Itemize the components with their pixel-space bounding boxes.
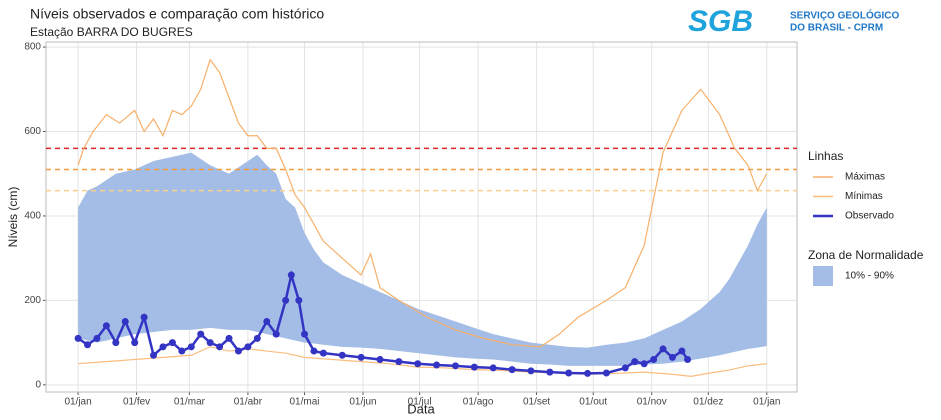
x-axis-label: Data xyxy=(407,401,435,416)
legend-label: 10% - 90% xyxy=(845,271,894,282)
x-tick-label: 01/mai xyxy=(290,397,320,408)
point xyxy=(546,368,554,376)
point xyxy=(102,322,110,330)
y-tick-label: 800 xyxy=(24,42,41,53)
x-tick-label: 01/fev xyxy=(123,397,150,408)
x-tick-label: 01/jul xyxy=(408,397,432,408)
point xyxy=(395,358,403,366)
x-tick-label: 01/jan xyxy=(753,397,780,408)
point xyxy=(357,353,365,361)
point xyxy=(319,349,327,357)
point xyxy=(216,343,224,351)
point xyxy=(376,355,384,363)
point xyxy=(121,317,129,325)
point xyxy=(433,361,441,369)
legend-title: Zona de Normalidade xyxy=(808,248,924,262)
point xyxy=(112,339,120,347)
point xyxy=(414,360,422,368)
point xyxy=(310,347,318,355)
legend-label: Observado xyxy=(845,211,894,222)
x-tick-label: 01/ago xyxy=(463,397,494,408)
point xyxy=(668,353,676,361)
point xyxy=(684,355,692,363)
point xyxy=(84,341,92,349)
point xyxy=(678,347,686,355)
point xyxy=(602,369,610,377)
point xyxy=(74,334,82,342)
point xyxy=(470,363,478,371)
x-tick-label: 01/abr xyxy=(234,397,263,408)
point xyxy=(93,334,101,342)
point xyxy=(451,362,459,370)
series-line xyxy=(77,58,768,348)
x-tick-label: 01/set xyxy=(523,397,550,408)
point xyxy=(338,351,346,359)
y-tick-label: 400 xyxy=(24,211,41,222)
x-tick-label: 01/jun xyxy=(349,397,376,408)
point xyxy=(631,358,639,366)
point xyxy=(131,339,139,347)
point xyxy=(159,343,167,351)
x-tick-label: 01/mar xyxy=(174,397,206,408)
point xyxy=(272,330,280,338)
point xyxy=(150,351,158,359)
point xyxy=(527,367,535,375)
point xyxy=(206,339,214,347)
point xyxy=(253,334,261,342)
point xyxy=(508,366,516,374)
logo: SGB SERVIÇO GEOLÓGICO DO BRASIL - CPRM xyxy=(688,5,899,38)
point xyxy=(140,313,148,321)
chart-title: Níveis observados e comparação com histó… xyxy=(30,6,324,22)
y-axis-label: Níveis (cm) xyxy=(6,187,20,248)
y-tick-label: 600 xyxy=(24,126,41,137)
point xyxy=(263,317,271,325)
chart-subtitle: Estação BARRA DO BUGRES xyxy=(30,25,193,39)
legend-title: Linhas xyxy=(808,149,843,163)
point xyxy=(225,334,233,342)
point xyxy=(234,347,242,355)
x-tick-label: 01/dez xyxy=(693,397,723,408)
point xyxy=(282,296,290,304)
point xyxy=(287,271,295,279)
point xyxy=(295,296,303,304)
logo-mark: SGB xyxy=(688,5,753,38)
point xyxy=(489,364,497,372)
legend-label: Máximas xyxy=(845,172,885,183)
y-tick-label: 0 xyxy=(35,379,41,390)
normal-band xyxy=(78,152,767,366)
point xyxy=(584,369,592,377)
logo-text: DO BRASIL - CPRM xyxy=(790,23,883,34)
legend-swatch xyxy=(813,266,833,286)
point xyxy=(659,345,667,353)
point xyxy=(197,330,205,338)
x-tick-label: 01/out xyxy=(579,397,607,408)
point xyxy=(178,347,186,355)
y-tick-label: 200 xyxy=(24,295,41,306)
point xyxy=(168,339,176,347)
point xyxy=(301,330,309,338)
point xyxy=(244,343,252,351)
x-tick-label: 01/nov xyxy=(637,397,667,408)
legend-label: Mínimas xyxy=(845,191,883,202)
point xyxy=(650,355,658,363)
point xyxy=(640,360,648,368)
panel-border xyxy=(45,41,798,393)
x-tick-label: 01/jan xyxy=(64,397,91,408)
point xyxy=(621,364,629,372)
logo-text: SERVIÇO GEOLÓGICO xyxy=(790,9,899,22)
point xyxy=(187,343,195,351)
point xyxy=(565,369,573,377)
